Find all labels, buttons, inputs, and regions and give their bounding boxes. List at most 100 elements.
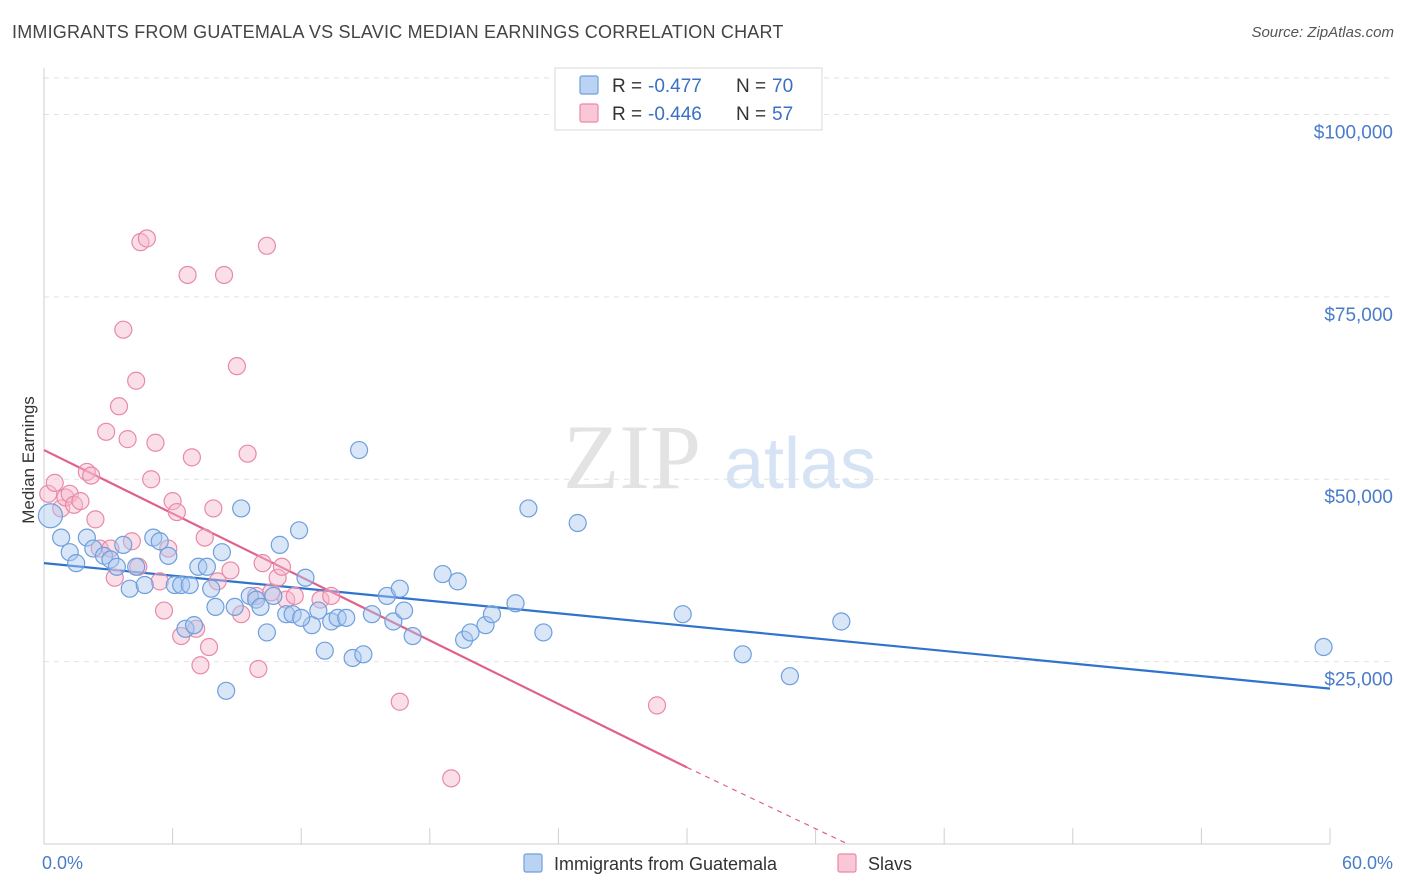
guatemala-point [277,605,296,624]
guatemala-point [159,546,178,565]
guatemala-point [349,440,369,460]
guatemala-point [264,586,283,606]
guatemala-point [309,601,328,620]
guatemala-point [251,597,270,617]
slavs-point [268,568,287,587]
trend-line-slavs-extension [686,766,849,845]
chart-title: IMMIGRANTS FROM GUATEMALA VS SLAVIC MEDI… [12,22,784,42]
slavs-point [647,696,667,715]
slavs-point [71,492,90,511]
guatemala-point [461,623,480,642]
guatemala-point [673,605,692,624]
guatemala-point [506,594,525,613]
bottom-legend-swatch-guatemala [523,853,543,873]
slavs-point [137,229,156,248]
grid-lines [44,77,1392,663]
slavs-point [118,430,137,449]
guatemala-point [780,667,799,686]
trend-line-guatemala [43,562,1331,690]
guatemala-point [384,612,403,631]
guatemala-point [476,616,495,635]
guatemala-point [390,579,409,598]
slavs-point [249,659,268,679]
guatemala-point [135,575,154,595]
x-tick-max: 60.0% [1342,853,1393,873]
legend-r-value-0: -0.477 [648,76,702,97]
slavs-point [442,769,461,788]
slavs-point [60,484,79,503]
slavs-point [146,433,165,452]
guatemala-point [150,532,169,551]
guatemala-points [37,440,1333,700]
guatemala-point [289,521,309,540]
slavs-point [97,422,116,441]
axes [43,68,1331,845]
slavs-point [322,586,341,606]
slavs-point [167,502,186,522]
slavs-point [199,637,219,657]
slavs-points [39,229,667,788]
slavs-point [285,586,304,606]
guatemala-point [354,645,373,664]
slavs-point [390,692,409,711]
slavs-point [86,510,105,529]
guatemala-point [292,608,311,627]
guatemala-point [197,557,216,576]
guatemala-point [394,601,414,620]
slavs-point [142,470,161,489]
slavs-point [45,473,64,492]
guatemala-point [433,564,452,584]
guatemala-point [67,554,86,573]
guatemala-point [832,612,851,631]
guatemala-point [257,623,277,642]
guatemala-point [448,572,467,591]
guatemala-point [343,648,362,668]
slavs-point [204,499,223,518]
guatemala-point [180,575,199,595]
legend: R = -0.477 N = 70 R = -0.446 N = 57 [554,67,823,131]
guatemala-point [37,503,64,529]
slavs-point [39,484,58,503]
guatemala-point [114,535,133,554]
legend-n-label-0: N = [736,76,766,97]
y-tick-labels: $25,000 $50,000 $75,000 $100,000 [1314,122,1393,690]
bottom-legend-label-slavs: Slavs [868,854,912,874]
legend-r-label-1: R = [612,104,642,125]
legend-swatch-slavs [579,103,599,123]
guatemala-point [534,623,553,642]
guatemala-point [206,597,225,617]
guatemala-point [212,543,231,562]
slavs-point [178,265,197,285]
slavs-point [182,448,201,467]
slavs-point [257,236,277,255]
slavs-point [238,444,257,463]
slavs-point [191,656,210,675]
guatemala-point [184,616,204,635]
guatemala-point [270,535,289,554]
guatemala-point [454,630,474,649]
legend-n-value-0: 70 [772,76,793,97]
guatemala-point [225,597,244,617]
y-tick-label-2: $75,000 [1324,305,1393,326]
guatemala-point [165,575,184,595]
guatemala-point [232,499,251,518]
watermark: ZIP atlas [563,406,876,508]
y-tick-label-1: $50,000 [1324,487,1393,508]
watermark-zip: ZIP [563,406,701,508]
guatemala-point [127,557,146,576]
guatemala-point [337,608,356,627]
legend-n-label-1: N = [736,104,766,125]
slavs-point [127,371,146,390]
slavs-point [232,605,251,624]
slavs-point [311,590,330,609]
guatemala-point [482,605,502,624]
legend-r-label-0: R = [612,76,642,97]
y-axis-label: Median Earnings [19,396,38,524]
guatemala-point [568,513,587,533]
y-tick-label-0: $25,000 [1324,670,1393,691]
guatemala-point [733,645,752,664]
slavs-point [154,601,174,620]
legend-n-value-1: 57 [772,104,793,125]
guatemala-point [84,539,103,558]
guatemala-point [77,528,96,547]
